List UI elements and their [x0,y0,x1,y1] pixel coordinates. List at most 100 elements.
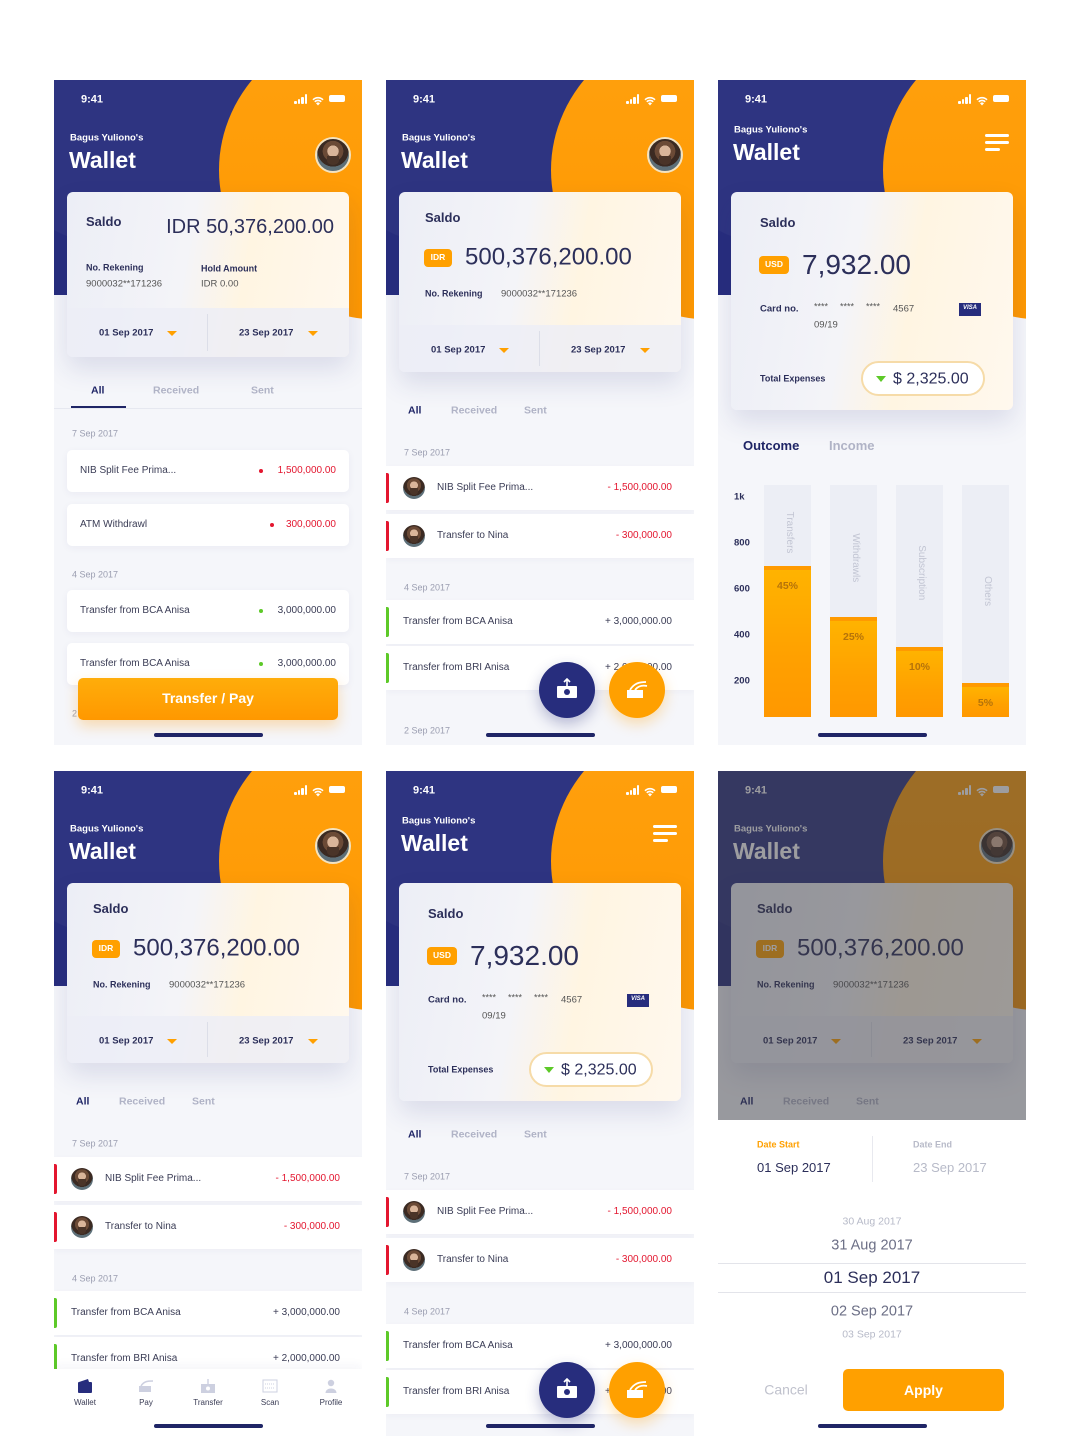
date-wheel-picker[interactable]: 30 Aug 2017 31 Aug 2017 01 Sep 2017 02 Sep … [718,1210,1026,1350]
nav-item-transfer[interactable]: Transfer [182,1373,234,1417]
nav-item-scan[interactable]: Scan [244,1373,296,1417]
tab-sent[interactable]: Sent [192,1095,215,1108]
tab-all[interactable]: All [408,1128,422,1141]
picker-option[interactable]: 02 Sep 2017 [830,1303,914,1320]
caret-down-icon[interactable] [640,348,650,353]
date-range-row: 01 Sep 2017 23 Sep 2017 [67,308,349,357]
tab-received[interactable]: Received [451,404,498,417]
home-indicator [154,733,263,737]
tab-all[interactable]: All [76,1095,90,1108]
total-expenses-pill[interactable]: $ 2,325.00 [529,1052,653,1087]
pay-button[interactable] [609,1362,665,1418]
transaction-amount: 1,500,000.00 [277,465,336,476]
tab-income[interactable]: Income [829,438,875,454]
signal-bar [636,785,639,795]
transaction-item[interactable]: Transfer from BCA Anisa + 3,000,000.00 [54,1291,362,1335]
avatar[interactable] [71,1216,93,1238]
tab-sent[interactable]: Sent [251,384,274,397]
transaction-item[interactable]: NIB Split Fee Prima... - 1,500,000.00 [386,466,694,510]
date-start-selector[interactable]: 01 Sep 2017 [67,308,207,357]
tab-sent[interactable]: Sent [524,1128,547,1141]
card-number-masked: **** [534,992,549,1003]
tab-received[interactable]: Received [153,384,200,397]
transaction-item[interactable]: Transfer from BCA Anisa 3,000,000.00 [67,590,349,632]
bar-others[interactable]: 5% [962,683,1009,717]
tab-sent[interactable]: Sent [524,404,547,417]
picker-option[interactable]: 31 Aug 2017 [831,1237,913,1254]
nav-item-wallet[interactable]: Wallet [59,1373,111,1417]
account-label: No. Rekening [425,288,483,299]
bar-category-label: Others [981,576,993,607]
transaction-item[interactable]: Transfer to Nina - 300,000.00 [386,1238,694,1282]
picker-option-selected[interactable]: 01 Sep 2017 [823,1267,921,1287]
transfer-button[interactable] [539,1362,595,1418]
balance-amount: 500,376,200.00 [465,243,632,271]
tab-received[interactable]: Received [451,1128,498,1141]
account-number: 9000032**171236 [86,278,163,290]
pay-button[interactable] [609,662,665,718]
nav-label: Profile [319,1398,343,1407]
tab-all[interactable]: All [408,404,422,417]
cancel-button[interactable]: Cancel [764,1381,808,1398]
tab-received[interactable]: Received [119,1095,166,1108]
avatar[interactable] [647,137,683,173]
down-triangle-icon [544,1067,554,1073]
caret-down-icon[interactable] [308,331,318,336]
bar-withdrawls[interactable]: 25% [830,616,877,717]
date-end-selector[interactable]: 23 Sep 2017 [208,1016,349,1063]
date-end-field[interactable]: Date End 23 Sep 2017 [873,1120,1026,1180]
menu-icon[interactable] [653,825,677,843]
transfer-button[interactable] [539,662,595,718]
avatar[interactable] [315,828,351,864]
apply-button[interactable]: Apply [843,1369,1004,1411]
caret-down-icon[interactable] [308,1039,318,1044]
avatar[interactable] [403,477,425,499]
nav-item-profile[interactable]: Profile [305,1373,357,1417]
wifi-icon [976,93,988,106]
total-expenses-pill[interactable]: $ 2,325.00 [861,361,985,396]
nav-item-pay[interactable]: Pay [120,1373,172,1417]
tab-outcome[interactable]: Outcome [743,438,800,454]
date-start-field[interactable]: Date Start 01 Sep 2017 [718,1120,871,1180]
transaction-item[interactable]: Transfer to Nina - 300,000.00 [54,1205,362,1249]
home-indicator [486,1424,595,1428]
bar-transfers[interactable]: 45% [764,566,811,717]
avatar[interactable] [403,1249,425,1271]
avatar[interactable] [315,137,351,173]
selection-line-top [718,1263,1026,1264]
date-start-selector[interactable]: 01 Sep 2017 [67,1016,207,1063]
bar-track [962,485,1009,717]
page-title: Wallet [69,838,136,865]
transaction-item[interactable]: NIB Split Fee Prima... 1,500,000.00 [67,450,349,492]
transaction-type-bar [386,473,389,503]
transaction-item[interactable]: ATM Withdrawl 300,000.00 [67,504,349,546]
tab-all[interactable]: All [91,384,105,397]
date-end-selector[interactable]: 23 Sep 2017 [208,308,349,357]
currency-badge-label: USD [765,259,783,269]
picker-option[interactable]: 30 Aug 2017 [842,1215,902,1228]
avatar[interactable] [403,1201,425,1223]
menu-icon[interactable] [985,134,1009,152]
caret-down-icon[interactable] [167,1039,177,1044]
avatar[interactable] [71,1168,93,1190]
transaction-item[interactable]: Transfer from BCA Anisa + 3,000,000.00 [386,1324,694,1368]
bar-subscription[interactable]: 10% [896,646,943,717]
date-end-selector[interactable]: 23 Sep 2017 [540,325,681,372]
wifi-icon [644,93,656,106]
avatar[interactable] [403,525,425,547]
transaction-item[interactable]: NIB Split Fee Prima... - 1,500,000.00 [386,1190,694,1234]
signal-bar [958,101,961,104]
transaction-name: Transfer from BRI Anisa [403,1386,510,1397]
person-photo-icon [326,155,340,166]
caret-down-icon[interactable] [499,348,509,353]
caret-down-icon[interactable] [167,331,177,336]
transaction-item[interactable]: Transfer to Nina - 300,000.00 [386,514,694,558]
transfer-pay-button[interactable]: Transfer / Pay [78,678,338,720]
transaction-item[interactable]: Transfer from BCA Anisa + 3,000,000.00 [386,600,694,644]
card-last4: 4567 [561,994,583,1006]
picker-option[interactable]: 03 Sep 2017 [842,1328,902,1341]
transaction-item[interactable]: NIB Split Fee Prima... - 1,500,000.00 [54,1157,362,1201]
date-start-selector[interactable]: 01 Sep 2017 [399,325,539,372]
account-label: No. Rekening [86,262,144,273]
transaction-type-bar [386,521,389,551]
